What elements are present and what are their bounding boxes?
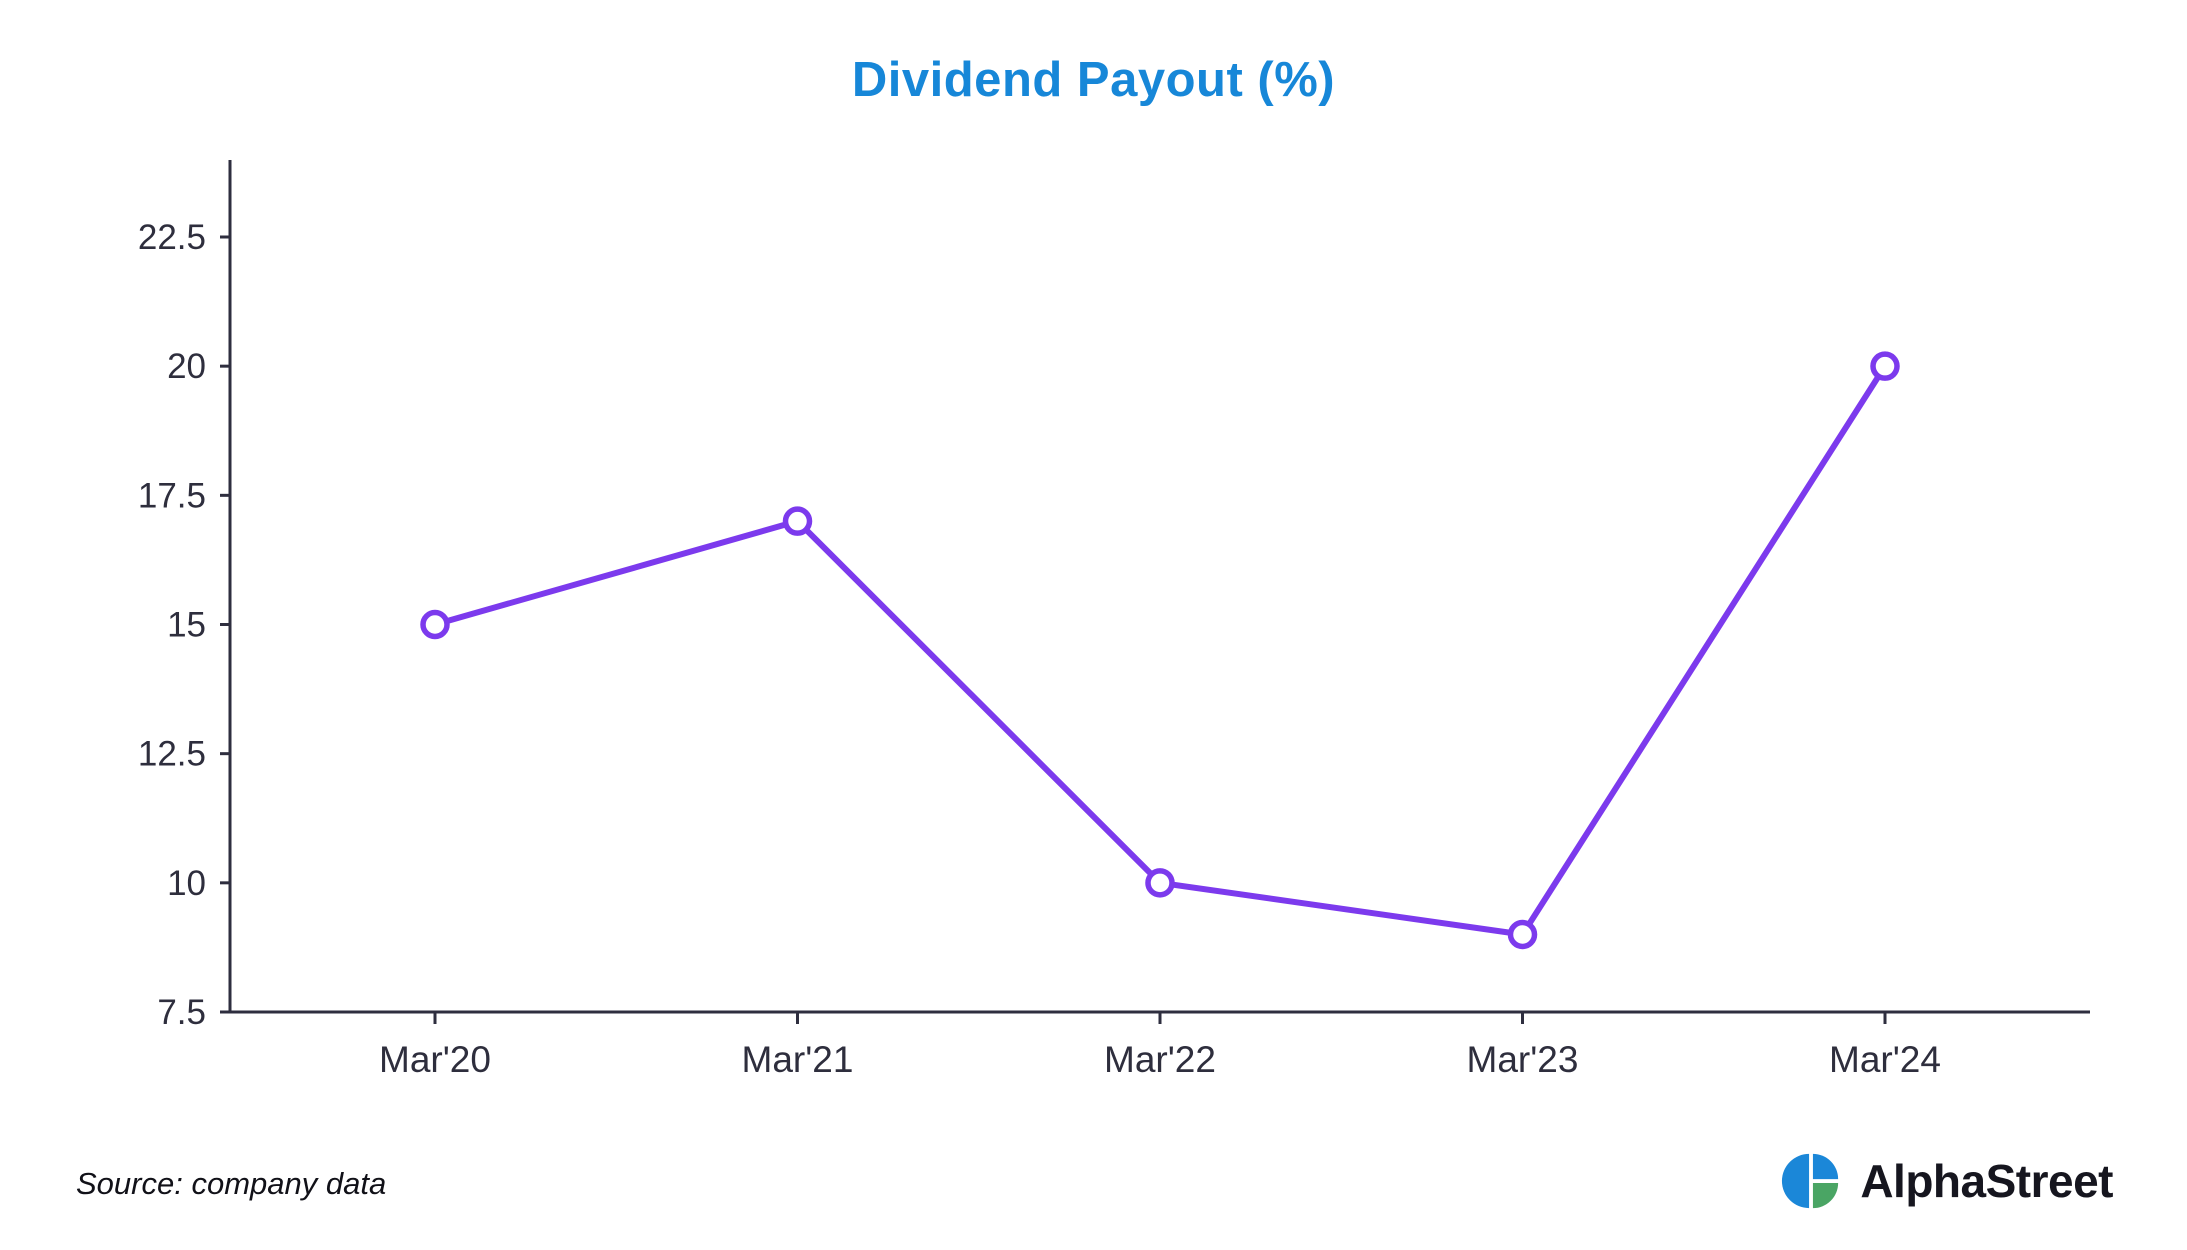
logo-petal-left bbox=[1782, 1153, 1810, 1209]
y-axis-label: 22.5 bbox=[138, 218, 206, 257]
alphastreet-logo: AlphaStreet bbox=[1780, 1150, 2113, 1212]
x-axis-label: Mar'20 bbox=[379, 1039, 491, 1080]
logo-petal-top-right bbox=[1813, 1153, 1839, 1180]
data-point-marker bbox=[782, 506, 813, 536]
x-axis-label: Mar'23 bbox=[1467, 1039, 1579, 1080]
y-axis-label: 12.5 bbox=[138, 735, 206, 774]
logo-petal-bottom-right bbox=[1813, 1182, 1839, 1209]
x-axis-label: Mar'21 bbox=[742, 1039, 854, 1080]
source-note: Source: company data bbox=[76, 1166, 387, 1201]
y-axis-label: 7.5 bbox=[157, 993, 206, 1032]
x-axis-label: Mar'24 bbox=[1829, 1039, 1941, 1080]
y-axis-label: 15 bbox=[167, 606, 206, 645]
data-line bbox=[432, 363, 1888, 938]
y-axis-label: 17.5 bbox=[138, 476, 206, 515]
data-point-marker bbox=[1507, 919, 1538, 950]
alphastreet-logo-text: AlphaStreet bbox=[1860, 1155, 2113, 1207]
data-point-marker bbox=[1870, 351, 1900, 381]
data-point-marker bbox=[420, 609, 450, 640]
alphastreet-logo-icon bbox=[1782, 1153, 1839, 1209]
y-axis-label: 20 bbox=[167, 347, 206, 386]
data-point-marker bbox=[1145, 868, 1175, 898]
chart-title: Dividend Payout (%) bbox=[851, 53, 1336, 107]
y-axis-label: 10 bbox=[167, 864, 206, 903]
x-axis-label: Mar'22 bbox=[1104, 1039, 1216, 1080]
